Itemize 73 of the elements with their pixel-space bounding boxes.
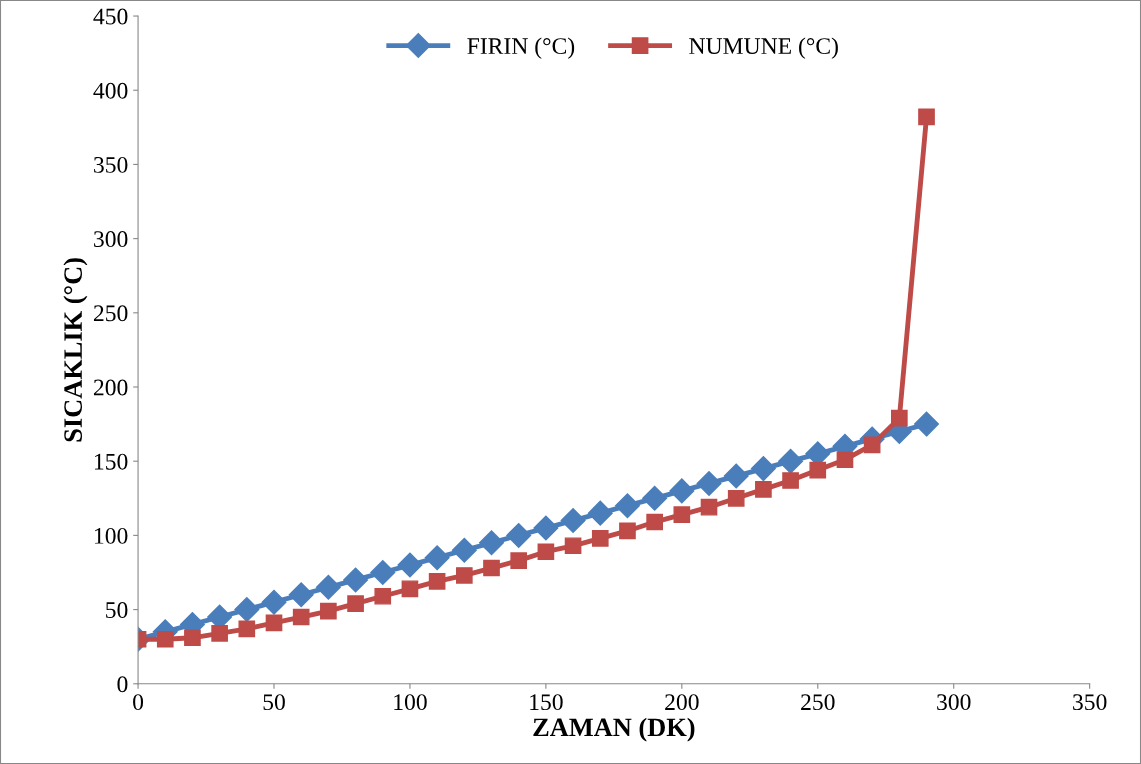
point xyxy=(863,436,881,454)
point xyxy=(238,620,256,638)
point xyxy=(614,493,640,519)
point xyxy=(451,537,477,563)
point xyxy=(506,522,532,548)
y-tick-label: 150 xyxy=(95,453,128,470)
x-tick-label: 150 xyxy=(530,694,563,711)
point xyxy=(587,500,613,526)
point xyxy=(211,624,228,642)
point xyxy=(397,552,423,578)
point xyxy=(374,587,392,605)
point xyxy=(483,559,500,577)
point xyxy=(750,456,776,482)
point xyxy=(292,608,310,626)
legend-label: FIRIN (°C) xyxy=(467,37,575,59)
point xyxy=(533,515,559,541)
point xyxy=(156,630,174,648)
point xyxy=(642,485,668,511)
point xyxy=(343,567,369,593)
point xyxy=(479,530,504,556)
point xyxy=(455,567,473,584)
x-tick-label: 50 xyxy=(263,694,285,711)
point xyxy=(347,595,364,612)
point xyxy=(265,614,283,632)
y-tick-label: 250 xyxy=(93,305,128,322)
point xyxy=(782,472,799,489)
x-tick-label: 250 xyxy=(801,694,835,711)
x-tick-label: 100 xyxy=(394,694,427,711)
point xyxy=(673,506,691,523)
point xyxy=(891,409,908,427)
y-tick-label: 0 xyxy=(117,676,128,693)
y-tick-label: 300 xyxy=(94,231,128,248)
point xyxy=(646,513,663,531)
point xyxy=(723,463,749,489)
x-axis-title: ZAMAN (DK) xyxy=(533,717,695,742)
x-tick-label: 300 xyxy=(937,694,971,711)
point xyxy=(315,574,341,600)
point xyxy=(560,508,586,534)
point xyxy=(669,478,695,504)
point xyxy=(428,573,446,590)
point xyxy=(320,602,337,620)
y-tick-label: 350 xyxy=(94,156,128,173)
point xyxy=(261,589,287,615)
point xyxy=(288,582,314,608)
x-tick-label: 350 xyxy=(1073,694,1107,711)
point xyxy=(184,629,201,647)
x-tick-label: 0 xyxy=(133,694,144,711)
point xyxy=(755,481,772,498)
y-tick-label: 200 xyxy=(93,379,128,396)
point xyxy=(564,537,582,555)
point xyxy=(700,498,718,516)
y-tick-label: 50 xyxy=(106,602,128,619)
y-tick-label: 450 xyxy=(93,8,128,25)
y-axis-title: SICAKLIK (°C) xyxy=(63,258,88,442)
point xyxy=(914,411,940,437)
point xyxy=(778,448,804,474)
point xyxy=(591,530,609,547)
point xyxy=(918,108,935,126)
point xyxy=(424,545,450,571)
legend-label: NUMUNE (°C) xyxy=(689,37,838,59)
point xyxy=(234,597,260,623)
point xyxy=(370,560,396,585)
point xyxy=(696,470,722,496)
y-tick-label: 100 xyxy=(95,527,128,544)
point xyxy=(836,451,854,469)
point xyxy=(727,489,745,507)
point xyxy=(619,522,636,540)
y-tick-label: 400 xyxy=(93,82,128,99)
point xyxy=(510,552,528,569)
point xyxy=(537,543,555,561)
point xyxy=(401,580,419,598)
x-tick-label: 200 xyxy=(665,694,699,711)
point xyxy=(809,461,827,479)
